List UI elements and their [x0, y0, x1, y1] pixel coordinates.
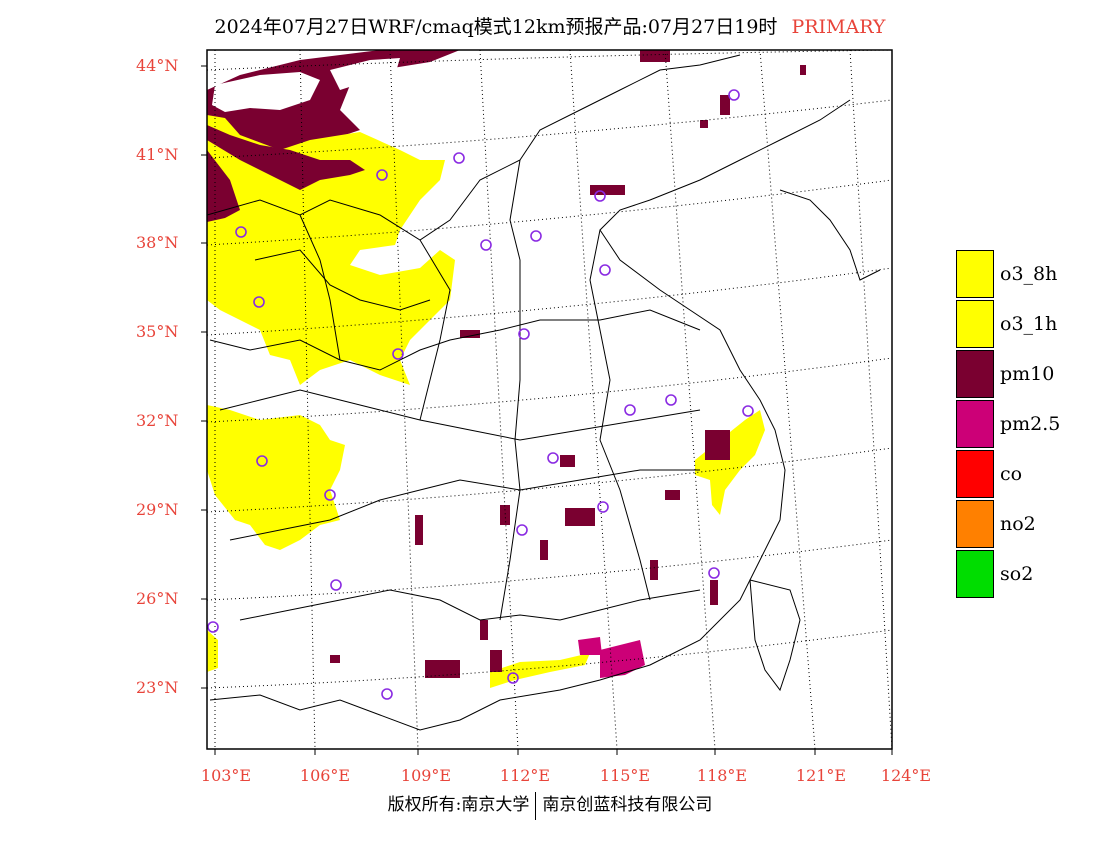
legend-swatch [956, 400, 994, 448]
legend-label: pm2.5 [1000, 413, 1061, 435]
lon-label-112e: 112°E [499, 766, 551, 785]
legend-item-o3-1h: o3_1h [956, 299, 1088, 349]
lat-label-23n: 23°N [136, 678, 179, 697]
pm10-scattered-cells [330, 50, 806, 678]
map-title: 2024年07月27日WRF/cmaq模式12km预报产品:07月27日19时 P… [0, 12, 1100, 39]
graticule [207, 50, 892, 749]
lon-label-121e: 121°E [795, 766, 847, 785]
province-boundaries [207, 54, 881, 731]
legend-label: no2 [1000, 513, 1036, 535]
lat-label-35n: 35°N [136, 322, 179, 341]
legend-swatch [956, 250, 994, 298]
legend-label: o3_1h [1000, 313, 1058, 335]
legend-swatch [956, 500, 994, 548]
legend-item-pm10: pm10 [956, 349, 1088, 399]
o3-region-southwest [207, 405, 345, 550]
footer-divider [535, 791, 537, 820]
lat-label-26n: 26°N [136, 589, 179, 608]
legend-swatch [956, 300, 994, 348]
legend-swatch [956, 550, 994, 598]
legend-item-o3-8h: o3_8h [956, 249, 1088, 299]
title-tag: PRIMARY [791, 16, 886, 38]
lat-label-29n: 29°N [136, 500, 179, 519]
legend-swatch [956, 450, 994, 498]
title-text: 2024年07月27日WRF/cmaq模式12km预报产品:07月27日19时 [214, 16, 778, 38]
legend-item-co: co [956, 449, 1088, 499]
legend-item-so2: so2 [956, 549, 1088, 599]
footer-left: 版权所有:南京大学 [387, 795, 530, 815]
lat-label-38n: 38°N [136, 233, 179, 252]
lon-label-109e: 109°E [400, 766, 452, 785]
o3-region-south-coast [490, 653, 590, 688]
legend-label: pm10 [1000, 363, 1055, 385]
footer-right: 南京创蓝科技有限公司 [542, 795, 713, 815]
lat-label-41n: 41°N [136, 145, 179, 164]
lon-label-118e: 118°E [696, 766, 748, 785]
legend-label: co [1000, 463, 1023, 485]
o3-region-northwest [207, 115, 455, 385]
legend-label: o3_8h [1000, 263, 1058, 285]
lon-label-103e: 103°E [200, 766, 252, 785]
pollutant-legend: o3_8h o3_1h pm10 pm2.5 co no2 so2 [956, 249, 1088, 599]
tick-marks [201, 65, 893, 755]
lon-label-124e: 124°E [880, 766, 932, 785]
legend-label: so2 [1000, 563, 1034, 585]
legend-item-pm2-5: pm2.5 [956, 399, 1088, 449]
lat-label-44n: 44°N [136, 56, 179, 75]
map-frame [206, 49, 893, 750]
lat-label-32n: 32°N [136, 411, 179, 430]
legend-item-no2: no2 [956, 499, 1088, 549]
copyright-footer: 版权所有:南京大学 南京创蓝科技有限公司 [0, 790, 1100, 820]
lon-label-106e: 106°E [299, 766, 351, 785]
station-markers [207, 89, 754, 700]
o3-region-east-coast [695, 410, 765, 515]
legend-swatch [956, 350, 994, 398]
lon-label-115e: 115°E [599, 766, 651, 785]
